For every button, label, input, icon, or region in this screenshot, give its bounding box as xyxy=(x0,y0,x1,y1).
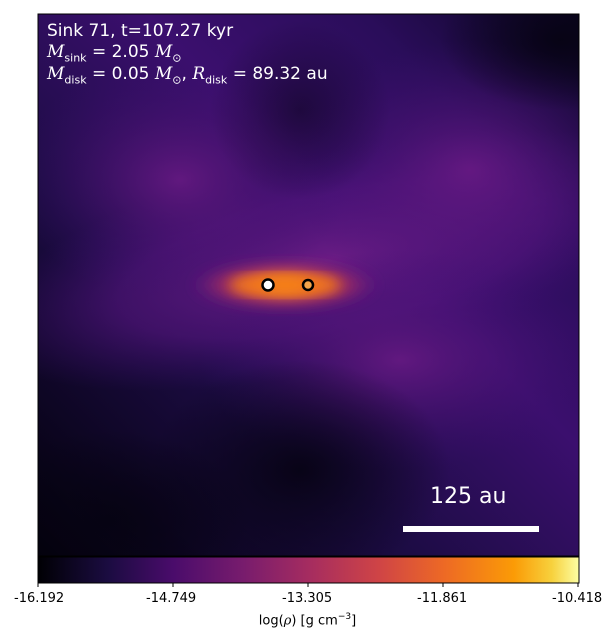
disk-radius-symbol: R xyxy=(192,64,206,84)
rho-symbol: ρ xyxy=(283,613,292,629)
scale-bar-label: 125 au xyxy=(430,484,507,509)
disk-radius-value: = 89.32 xyxy=(232,64,302,84)
sink-secondary xyxy=(301,278,315,292)
colorbar-label-prefix: log( xyxy=(258,613,284,629)
solar-mass-subscript: ⊙ xyxy=(172,51,182,65)
disk-radius-unit: au xyxy=(306,64,328,84)
colorbar-tick-label: -13.305 xyxy=(282,591,333,606)
sink-particles xyxy=(261,278,315,292)
sink-mass-symbol: M xyxy=(47,42,65,62)
disk-solar-mass-subscript: ⊙ xyxy=(172,73,182,87)
sink-primary xyxy=(261,278,275,292)
scale-bar xyxy=(403,526,539,532)
colorbar-label-exponent: −3 xyxy=(337,612,352,622)
colorbar-tick-label: -11.861 xyxy=(417,591,468,606)
colorbar-label-suffix: ] xyxy=(351,613,357,629)
sink-mass-subscript: sink xyxy=(64,51,87,65)
sink-time-label: Sink 71, t=107.27 kyr xyxy=(47,21,234,41)
disk-label: Mdisk = 0.05 M⊙, Rdisk = 89.32 au xyxy=(47,64,328,87)
colorbar-label: log(ρ) [g cm−3] xyxy=(0,612,615,628)
colorbar-tick-label: -16.192 xyxy=(14,591,65,606)
solar-mass-symbol: M xyxy=(154,42,173,62)
density-map xyxy=(38,14,579,556)
colorbar-tick-label: -14.749 xyxy=(146,591,197,606)
disk-solar-mass-symbol: M xyxy=(154,64,173,84)
sink-mass-value: = 2.05 xyxy=(91,42,150,62)
disk-mass-subscript: disk xyxy=(64,73,87,87)
image-frame xyxy=(37,13,580,557)
colorbar-gradient xyxy=(38,557,579,583)
disk-radius-subscript: disk xyxy=(205,73,228,87)
colorbar-label-mid: ) [g cm xyxy=(291,613,338,629)
sink-mass-label: Msink = 2.05 M⊙ xyxy=(47,42,182,68)
colorbar-tick-label: -10.418 xyxy=(552,591,603,606)
colorbar xyxy=(37,556,580,587)
disk-mass-value: = 0.05 xyxy=(91,64,150,84)
disk-mass-symbol: M xyxy=(47,64,65,84)
